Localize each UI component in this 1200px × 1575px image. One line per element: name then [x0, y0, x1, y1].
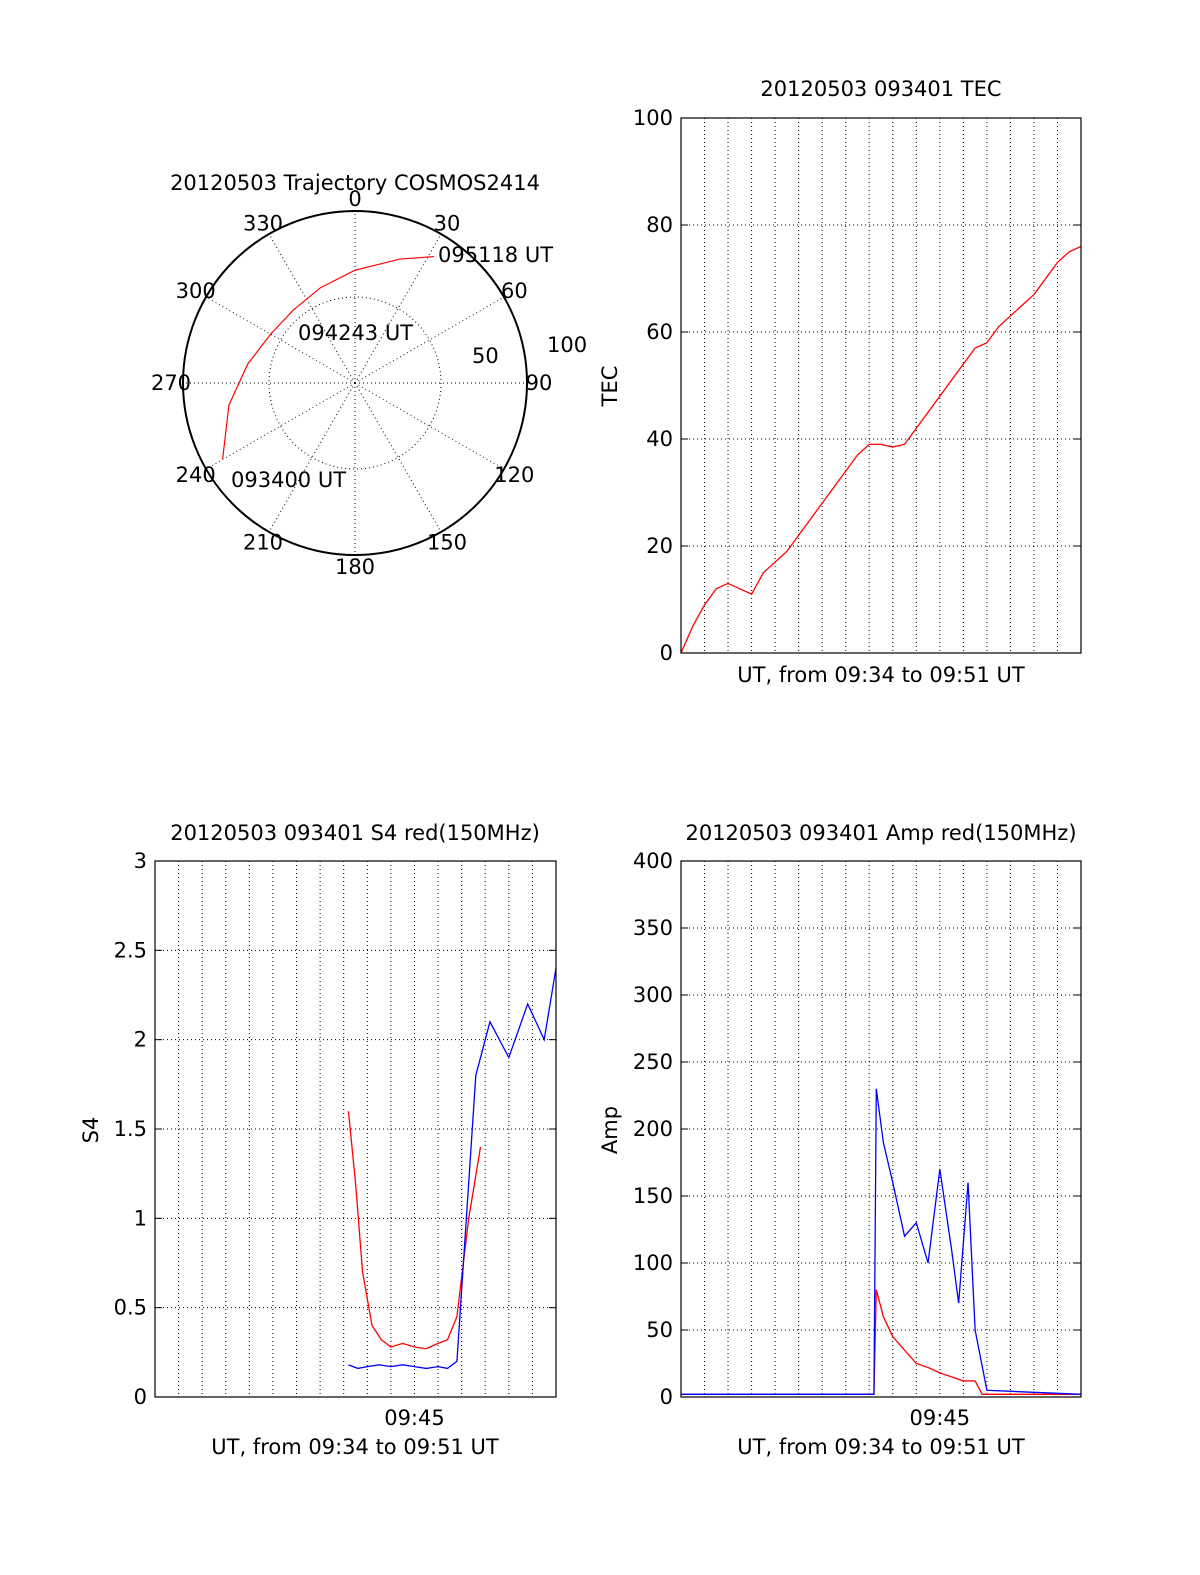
x-tick-label: 09:45: [910, 1406, 971, 1430]
y-tick-label: 250: [633, 1050, 673, 1074]
polar-azimuth-label: 240: [176, 463, 216, 487]
y-tick-label: 0: [660, 641, 673, 665]
series-line-1: [348, 968, 557, 1370]
polar-outer-ring: [182, 210, 528, 556]
series-line-1: [681, 1088, 1082, 1395]
polar-azimuth-label: 90: [526, 371, 553, 395]
y-tick-label: 1: [134, 1206, 147, 1230]
polar-annotation-start: 093400 UT: [231, 468, 346, 492]
polar-title: 20120503 Trajectory COSMOS2414: [170, 171, 540, 195]
polar-trajectory-line: [221, 255, 435, 460]
y-tick-label: 100: [633, 106, 673, 130]
plot-frame: [154, 860, 557, 1398]
series-line-0: [680, 245, 1082, 654]
polar-grid-ring: [268, 296, 442, 470]
polar-azimuth-label: 30: [434, 212, 461, 236]
s4-title: 20120503 093401 S4 red(150MHz): [170, 821, 540, 845]
polar-spoke: [354, 382, 505, 470]
s4-xlabel: UT, from 09:34 to 09:51 UT: [211, 1435, 499, 1459]
polar-spoke: [268, 382, 356, 533]
amp-plot-area: 0 50 100 150 200 250 300 350 400 09:45: [633, 849, 1082, 1430]
polar-azimuth-label: 120: [494, 463, 534, 487]
polar-annotation-mid: 094243 UT: [298, 321, 413, 345]
polar-radius-label-100: 100: [547, 333, 587, 357]
y-tick-label: 0.5: [114, 1296, 147, 1320]
tec-panel: 20120503 093401 TEC UT, from 09:34 to 09…: [598, 77, 1082, 687]
polar-azimuth-label: 210: [243, 530, 283, 554]
polar-spoke: [205, 296, 356, 384]
polar-azimuth-label: 300: [176, 279, 216, 303]
y-tick-label: 80: [646, 213, 673, 237]
y-tick-label: 2: [134, 1028, 147, 1052]
amp-panel: 20120503 093401 Amp red(150MHz) UT, from…: [598, 821, 1082, 1459]
y-tick-label: 400: [633, 849, 673, 873]
y-tick-label: 60: [646, 320, 673, 344]
s4-panel: 20120503 093401 S4 red(150MHz) UT, from …: [79, 821, 557, 1459]
plot-frame: [680, 117, 1082, 654]
y-tick-label: 200: [633, 1117, 673, 1141]
y-tick-label: 100: [633, 1251, 673, 1275]
polar-spoke: [354, 233, 442, 384]
y-tick-label: 3: [134, 849, 147, 873]
y-tick-label: 1.5: [114, 1117, 147, 1141]
plot-frame: [680, 860, 1082, 1398]
polar-azimuth-label: 60: [501, 279, 528, 303]
polar-trajectory-panel: 20120503 Trajectory COSMOS2414 0 30 60 90 12…: [151, 171, 587, 579]
y-tick-label: 50: [646, 1318, 673, 1342]
polar-azimuth-label: 270: [151, 371, 191, 395]
y-tick-label: 0: [134, 1385, 147, 1409]
y-tick-label: 300: [633, 983, 673, 1007]
polar-annotation-end: 095118 UT: [438, 243, 553, 267]
y-tick-label: 350: [633, 916, 673, 940]
polar-azimuth-label: 180: [335, 555, 375, 579]
polar-azimuth-label: 150: [427, 530, 467, 554]
s4-plot-area: 0 0.5 1 1.5 2 2.5 3 09:45: [114, 849, 557, 1430]
series-line-0: [681, 1289, 1081, 1395]
polar-radius-label-50: 50: [472, 344, 499, 368]
polar-spoke: [354, 382, 442, 533]
y-tick-label: 20: [646, 534, 673, 558]
polar-grid: [182, 210, 528, 556]
y-tick-label: 0: [660, 1385, 673, 1409]
tec-ylabel: TEC: [598, 366, 622, 408]
amp-title: 20120503 093401 Amp red(150MHz): [685, 821, 1076, 845]
tec-plot-area: 0 20 40 60 80 100: [633, 106, 1082, 665]
tec-xlabel: UT, from 09:34 to 09:51 UT: [737, 663, 1025, 687]
polar-azimuth-labels: 0 30 60 90 120 150 180 210 240 270 300 330: [151, 187, 552, 579]
polar-azimuth-label: 0: [348, 187, 361, 211]
amp-xlabel: UT, from 09:34 to 09:51 UT: [737, 1435, 1025, 1459]
polar-spoke: [205, 382, 356, 470]
x-tick-label: 09:45: [384, 1406, 445, 1430]
polar-spoke: [354, 296, 505, 384]
polar-spoke: [268, 233, 356, 384]
y-tick-label: 150: [633, 1184, 673, 1208]
polar-azimuth-label: 330: [243, 212, 283, 236]
y-tick-label: 40: [646, 427, 673, 451]
y-tick-label: 2.5: [114, 938, 147, 962]
s4-ylabel: S4: [79, 1117, 103, 1144]
amp-ylabel: Amp: [598, 1106, 622, 1154]
series-line-0: [347, 1111, 482, 1350]
tec-title: 20120503 093401 TEC: [760, 77, 1001, 101]
